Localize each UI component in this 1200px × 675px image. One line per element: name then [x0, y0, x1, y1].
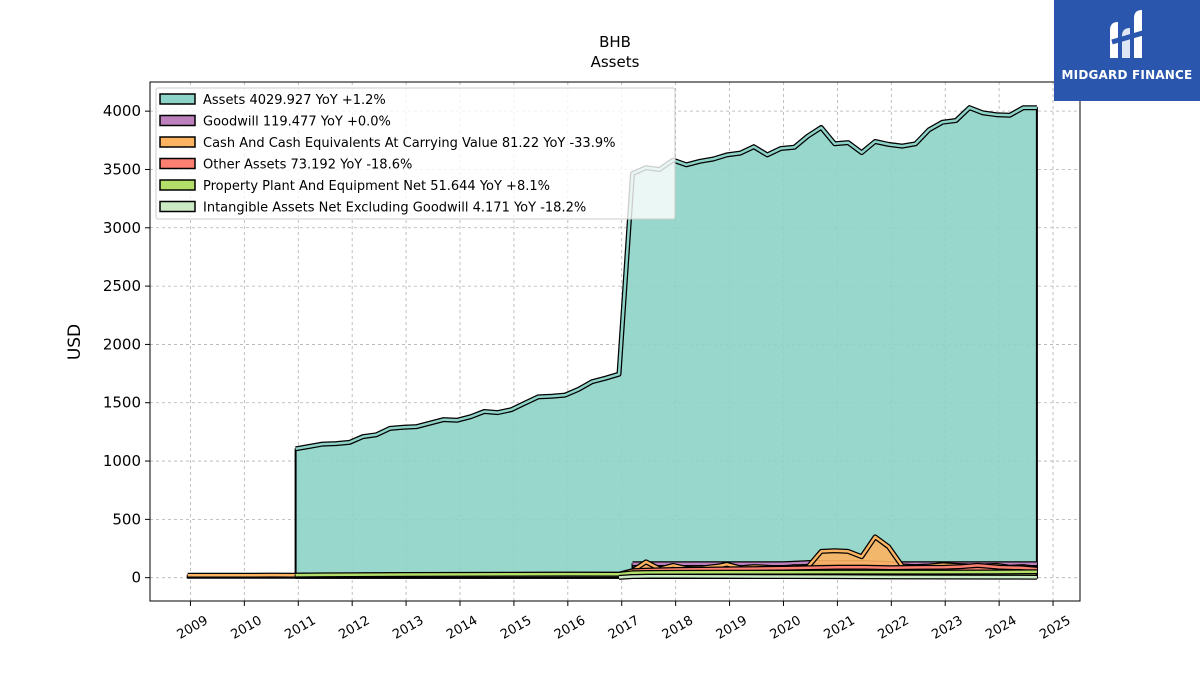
- legend-swatch-1: [159, 114, 196, 127]
- plot-frame: [149, 81, 1081, 602]
- y-tick-label: 1000: [103, 452, 141, 470]
- series-line-5: [618, 575, 1037, 579]
- x-tick-label: 2010: [229, 613, 265, 643]
- x-tick-label: 2015: [498, 613, 534, 643]
- x-tick-label: 2018: [660, 613, 696, 643]
- y-tick-label: 2000: [103, 335, 141, 353]
- legend-swatch-4: [159, 179, 196, 191]
- legend-label-3: Other Assets 73.192 YoY -18.6%: [203, 158, 412, 173]
- logo-text: MIDGARD FINANCE: [1061, 68, 1193, 82]
- legend-swatch-2: [159, 136, 196, 148]
- legend-label-1: Goodwill 119.477 YoY +0.0%: [203, 115, 391, 130]
- y-axis-label: USD: [65, 324, 85, 360]
- midgard-logo-icon: [1110, 10, 1147, 58]
- y-tick-label: 0: [131, 569, 141, 587]
- legend-label-2: Cash And Cash Equivalents At Carrying Va…: [203, 136, 615, 151]
- x-tick-label: 2011: [282, 613, 318, 643]
- series-line-4: [295, 570, 1037, 577]
- x-axis-ticks: 2009 2010 2011 2012 2013 2014 2015 2016 2017 2018…: [175, 601, 1073, 643]
- x-tick-label: 2017: [606, 613, 642, 643]
- midgard-finance-logo: MIDGARD FINANCE: [1054, 0, 1200, 101]
- x-tick-label: 2012: [336, 613, 372, 643]
- legend-swatch-0: [159, 93, 196, 105]
- chart-subtitle: Assets: [591, 53, 640, 71]
- x-tick-label: 2022: [875, 613, 911, 643]
- x-tick-label: 2024: [983, 613, 1019, 643]
- x-tick-label: 2013: [390, 613, 426, 643]
- y-tick-label: 500: [112, 510, 141, 528]
- legend-label-4: Property Plant And Equipment Net 51.644 …: [203, 179, 550, 194]
- x-tick-label: 2023: [929, 613, 965, 643]
- series-areas: [186, 105, 1038, 580]
- y-axis-ticks: 0 500 1000 1500 2000 2500 3000 3500 4000: [103, 102, 150, 587]
- legend: Assets 4029.927 YoY +1.2% Goodwill 119.47…: [155, 87, 676, 220]
- legend-swatch-5: [159, 200, 196, 213]
- chart-title: BHB: [599, 33, 631, 51]
- legend-label-5: Intangible Assets Net Excluding Goodwill…: [203, 201, 586, 216]
- x-tick-label: 2009: [175, 613, 211, 643]
- y-tick-label: 4000: [103, 102, 141, 120]
- y-tick-label: 1500: [103, 394, 141, 412]
- y-tick-label: 3000: [103, 219, 141, 237]
- legend-box: [155, 87, 676, 220]
- y-tick-label: 2500: [103, 277, 141, 295]
- x-tick-label: 2016: [552, 613, 588, 643]
- series-line-3: [632, 564, 1037, 572]
- legend-swatch-3: [159, 157, 196, 170]
- x-tick-label: 2020: [768, 613, 804, 643]
- x-tick-label: 2025: [1037, 613, 1073, 643]
- x-tick-label: 2019: [714, 613, 750, 643]
- x-tick-label: 2014: [444, 613, 480, 643]
- y-tick-label: 3500: [103, 160, 141, 178]
- series-area-0: [295, 107, 1037, 578]
- legend-label-0: Assets 4029.927 YoY +1.2%: [203, 93, 386, 108]
- x-tick-label: 2021: [822, 613, 858, 643]
